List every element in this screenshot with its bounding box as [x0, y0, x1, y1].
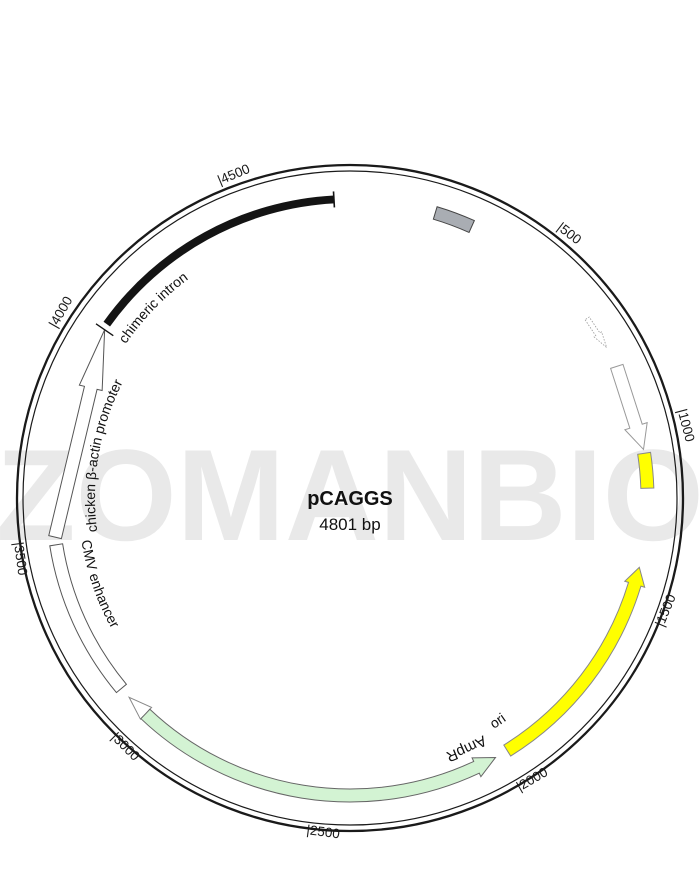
svg-text:ori: ori [487, 710, 509, 732]
svg-text:|3500: |3500 [11, 541, 30, 576]
svg-text:4801 bp: 4801 bp [319, 515, 380, 534]
svg-text:|1500: |1500 [652, 592, 679, 629]
svg-text:chimeric intron: chimeric intron [115, 269, 191, 346]
svg-text:pCAGGS: pCAGGS [307, 488, 393, 510]
svg-text:|4000: |4000 [46, 294, 76, 331]
svg-text:|4500: |4500 [215, 161, 252, 188]
svg-text:|500: |500 [554, 219, 584, 247]
svg-text:|2500: |2500 [306, 822, 341, 841]
svg-text:|2000: |2000 [514, 764, 551, 794]
